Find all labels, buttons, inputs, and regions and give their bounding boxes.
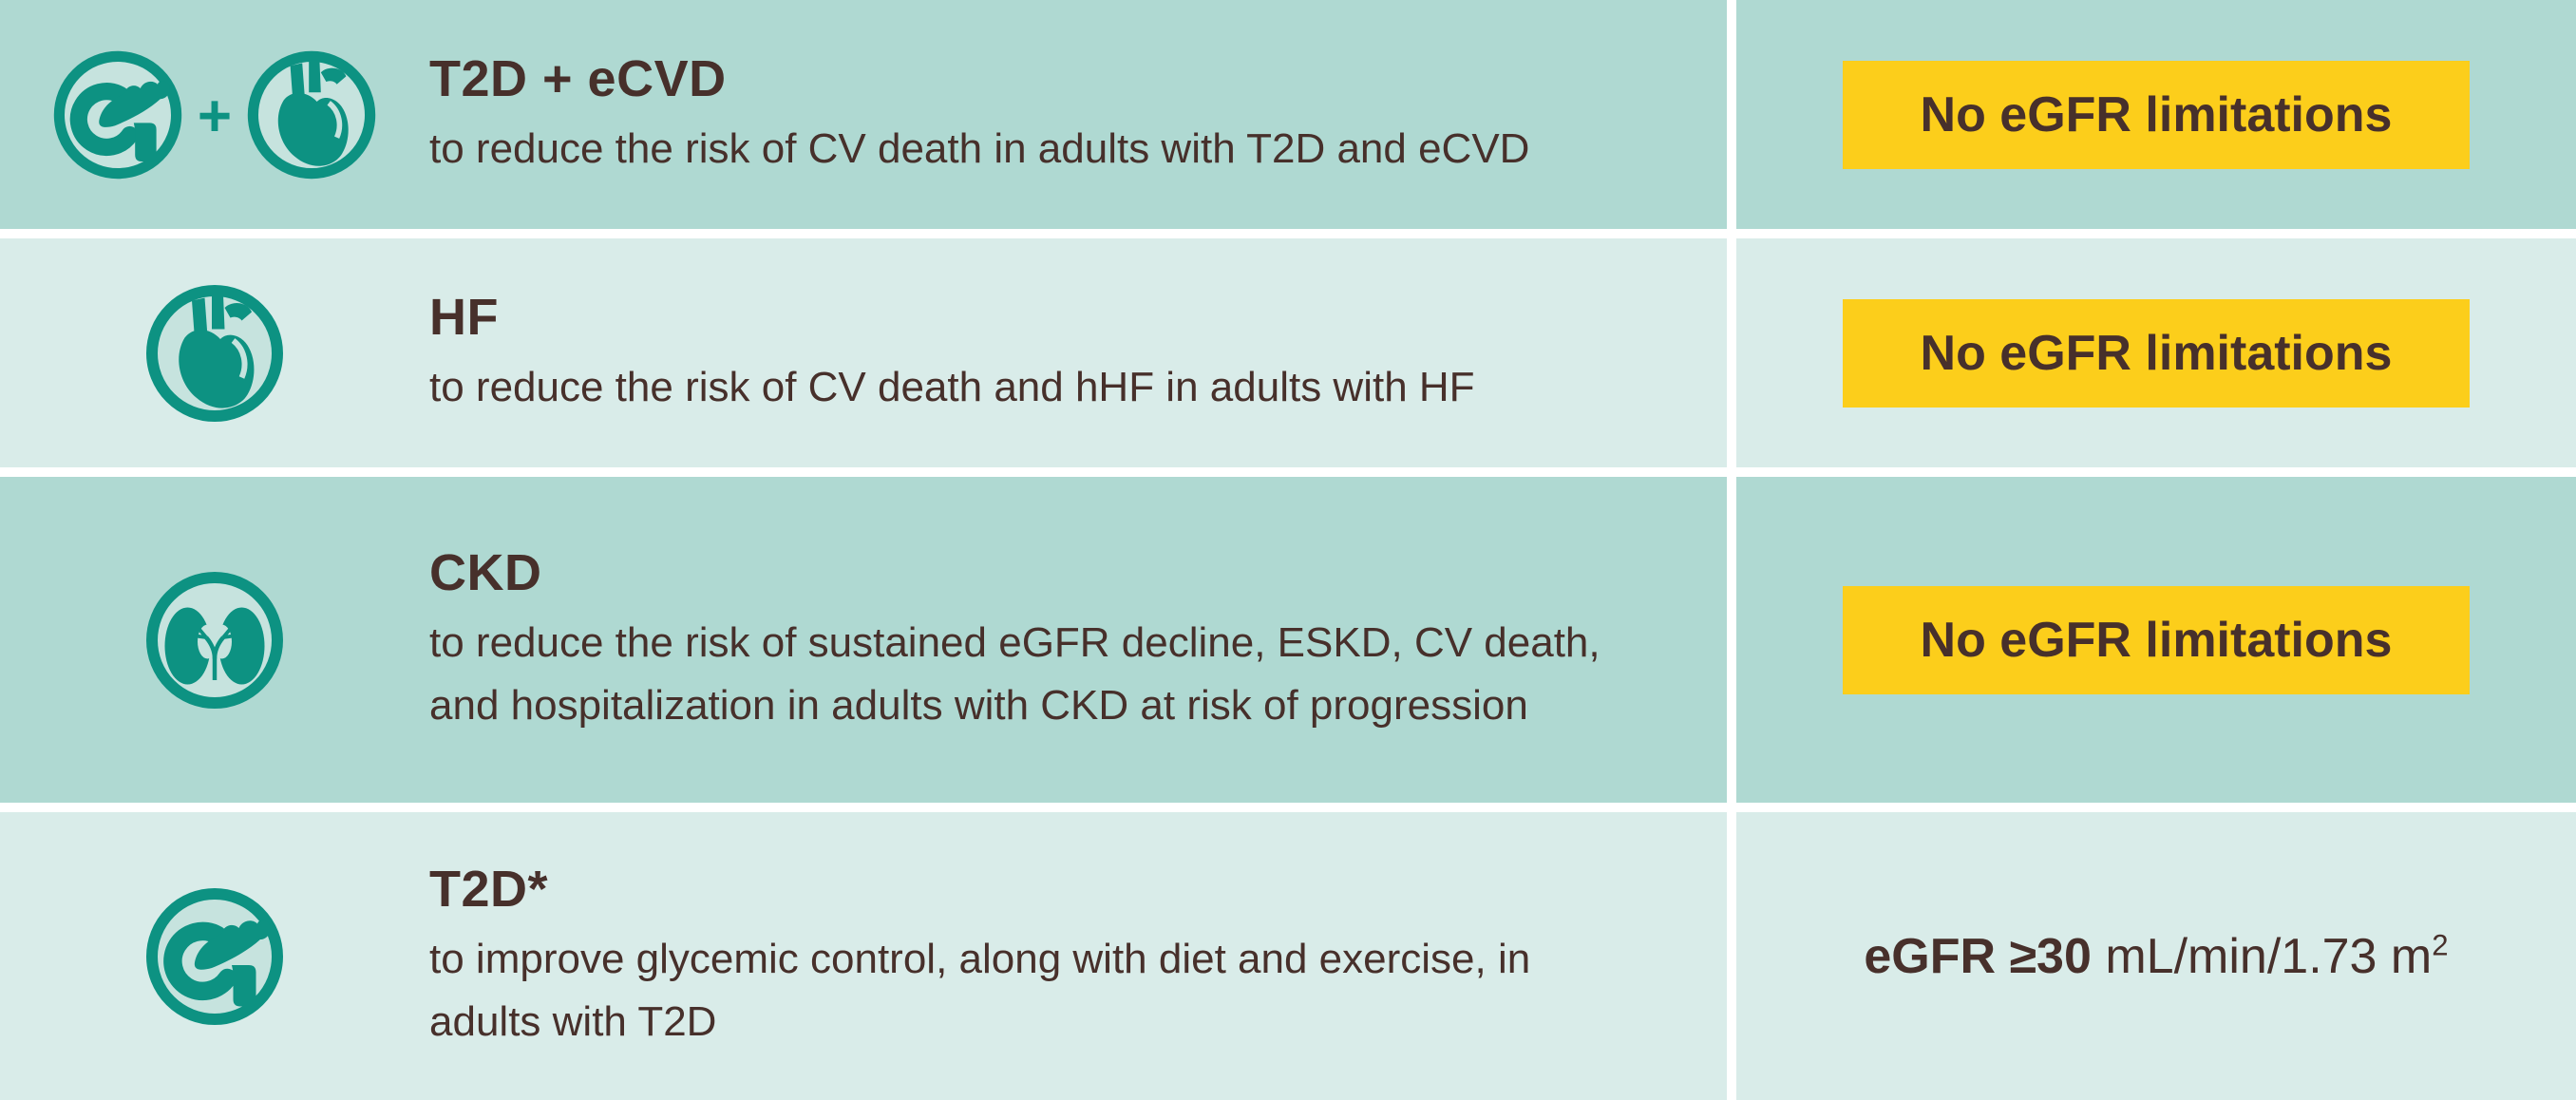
row-title: CKD [429,543,542,601]
row-t2d-ecvd-icons: + [0,48,429,181]
row-description: to reduce the risk of CV death and hHF i… [429,363,1475,410]
kidneys-icon [143,569,286,711]
egfr-badge: No eGFR limitations [1843,60,2470,169]
egfr-units: mL/min/1.73 m [2091,928,2433,984]
egfr-threshold: eGFR ≥30 [1864,928,2092,984]
row-ckd-main: CKD to reduce the risk of sustained eGFR… [0,477,1727,803]
row-t2d-egfr: eGFR ≥30 mL/min/1.73 m2 [1736,812,2576,1100]
row-hf-egfr: No eGFR limitations [1736,238,2576,467]
row-title: HF [429,288,499,346]
row-title: T2D + eCVD [429,49,727,107]
row-t2d-ecvd-main: + T2D + eCVD to reduce the risk of CV de… [0,0,1727,229]
row-t2d-icons [0,885,429,1028]
heart-icon [245,48,378,181]
row-t2d-ecvd-text: T2D + eCVD to reduce the risk of CV deat… [429,49,1727,180]
row-description: to improve glycemic control, along with … [429,935,1531,1045]
row-hf-main: HF to reduce the risk of CV death and hH… [0,238,1727,467]
row-description: to reduce the risk of CV death in adults… [429,124,1530,172]
heart-icon [143,282,286,425]
row-ckd-icons [0,569,429,711]
egfr-badge: No eGFR limitations [1843,585,2470,694]
row-t2d-ecvd-egfr: No eGFR limitations [1736,0,2576,229]
row-ckd-text: CKD to reduce the risk of sustained eGFR… [429,543,1727,737]
row-t2d-text: T2D* to improve glycemic control, along … [429,860,1727,1053]
row-title: T2D* [429,860,549,918]
row-description: to reduce the risk of sustained eGFR dec… [429,618,1601,729]
row-t2d-main: T2D* to improve glycemic control, along … [0,812,1727,1100]
row-ckd-egfr: No eGFR limitations [1736,477,2576,803]
plus-sign: + [197,83,233,149]
egfr-value: eGFR ≥30 mL/min/1.73 m2 [1864,928,2448,985]
row-hf-icons [0,282,429,425]
row-hf-text: HF to reduce the risk of CV death and hH… [429,288,1727,419]
pancreas-icon [51,48,184,181]
egfr-units-exponent: 2 [2432,928,2449,962]
egfr-badge: No eGFR limitations [1843,298,2470,408]
pancreas-icon [143,885,286,1028]
